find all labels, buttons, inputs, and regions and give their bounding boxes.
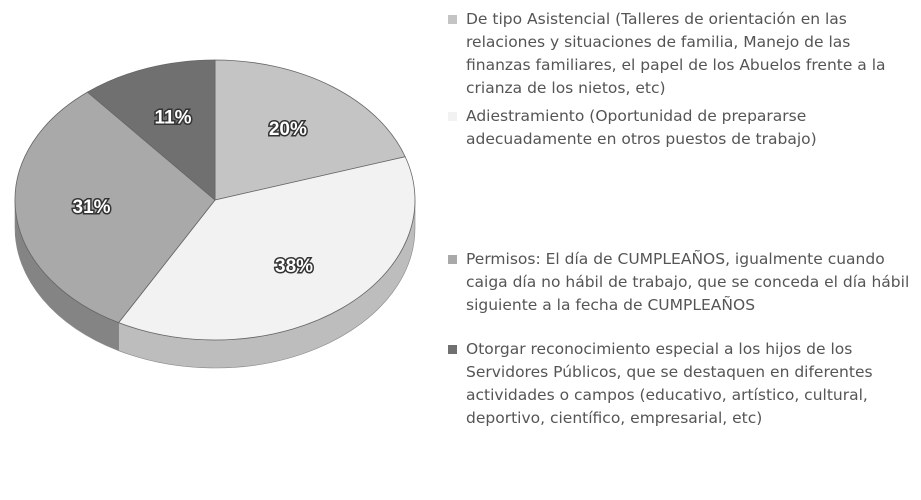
slice xyxy=(14,91,216,324)
legend-label: Otorgar reconocimiento especial a los hi… xyxy=(466,340,873,427)
legend-label: Adiestramiento (Oportunidad de preparars… xyxy=(466,107,817,148)
legend-entry: De tipo Asistencial (Talleres de orienta… xyxy=(448,8,913,100)
legend-label: De tipo Asistencial (Talleres de orienta… xyxy=(466,10,886,97)
legend-label: Permisos: El día de CUMPLEAÑOS, igualmen… xyxy=(466,250,910,314)
data-label: 20% xyxy=(269,119,307,140)
slice xyxy=(117,156,416,341)
legend-marker xyxy=(448,15,457,24)
data-label: 31% xyxy=(73,197,111,218)
legend-marker xyxy=(448,112,457,121)
data-label: 11% xyxy=(155,107,192,128)
chart: 20% 38% 31% 11% xyxy=(14,59,416,369)
data-label: 38% xyxy=(275,256,313,277)
slice xyxy=(214,59,406,201)
legend-entry: Otorgar reconocimiento especial a los hi… xyxy=(448,338,913,430)
legend-entry: Adiestramiento (Oportunidad de preparars… xyxy=(448,105,913,151)
legend-marker xyxy=(448,255,457,264)
legend-entry: Permisos: El día de CUMPLEAÑOS, igualmen… xyxy=(448,248,913,317)
slice xyxy=(86,59,216,201)
legend-marker xyxy=(448,345,457,354)
